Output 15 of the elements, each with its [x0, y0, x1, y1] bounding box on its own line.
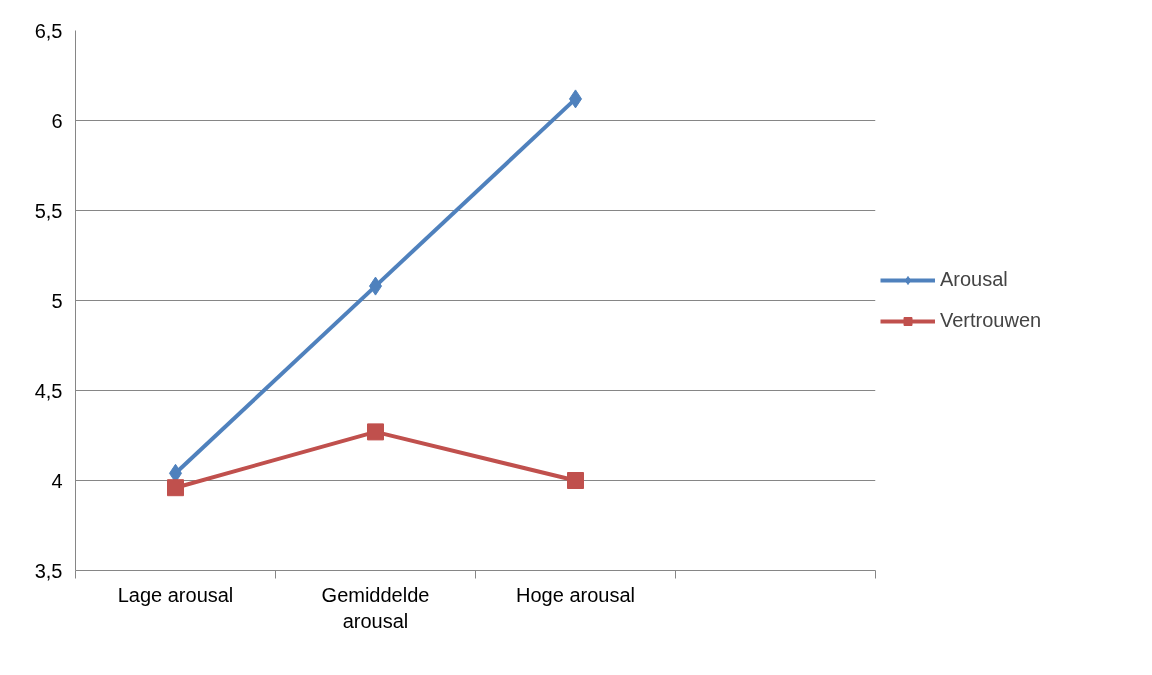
point — [567, 472, 584, 489]
y-tick-label: 4 — [51, 469, 63, 492]
x-tick-label: Gemiddelde arousal — [321, 583, 430, 632]
y-tick-label: 5 — [51, 289, 63, 312]
x-tick-label: Hoge arousal — [516, 583, 635, 606]
y-tick-label: 6 — [51, 109, 63, 132]
y-tick-label: 6,5 — [34, 19, 63, 42]
point — [367, 423, 384, 441]
x-tick-label: Lage arousal — [117, 583, 234, 606]
legend-label: Arousal — [940, 268, 1008, 291]
y-tick-label: 3,5 — [34, 559, 63, 582]
legend-label: Vertrouwen — [940, 309, 1042, 332]
y-tick-label: 4,5 — [34, 379, 63, 402]
y-tick-label: 5,5 — [34, 199, 63, 222]
point — [167, 479, 184, 497]
